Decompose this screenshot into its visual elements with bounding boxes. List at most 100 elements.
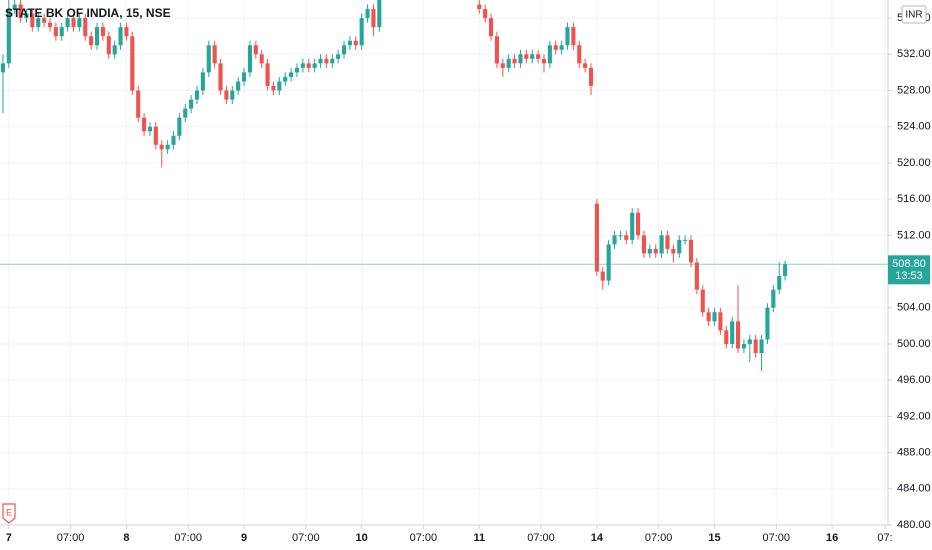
candle-body	[671, 248, 676, 254]
candle-body	[100, 27, 105, 37]
currency-badge[interactable]	[901, 5, 927, 24]
candle-body	[683, 239, 688, 241]
candle-body	[212, 45, 217, 64]
candle-body	[106, 36, 111, 55]
candle-body	[318, 58, 323, 64]
candle-body	[371, 9, 376, 28]
candle-body	[0, 63, 5, 73]
candle-body	[271, 85, 276, 91]
candle-body	[347, 40, 352, 46]
candle-body	[677, 239, 682, 254]
candle-body	[147, 126, 153, 132]
candle-body	[365, 9, 370, 19]
y-tick-label: 484.00	[897, 483, 931, 495]
candle-body	[6, 9, 11, 64]
candle-body	[47, 22, 53, 28]
x-tick-label: 07:00	[174, 532, 202, 544]
candle-body	[12, 4, 17, 10]
candle-body	[718, 312, 723, 331]
candle-body	[142, 117, 147, 132]
candle-body	[124, 27, 129, 37]
x-tick-label: 07:00	[645, 532, 673, 544]
candle-body	[336, 54, 341, 59]
x-tick-label: 16	[826, 532, 838, 544]
candle-body	[59, 27, 64, 37]
candle-body	[18, 4, 23, 19]
candle-body	[353, 40, 358, 46]
last-price-tag	[888, 255, 930, 285]
candle-body	[565, 27, 570, 46]
candle-body	[530, 54, 535, 59]
candle-body	[230, 90, 235, 100]
candle-body	[65, 18, 70, 28]
y-tick-label: 512.00	[897, 229, 931, 241]
candle-body	[112, 45, 117, 55]
candle-body	[735, 321, 741, 349]
candle-body	[477, 4, 482, 10]
currency-label: INR	[905, 10, 922, 21]
candle-body	[324, 58, 329, 64]
x-tick-label: 07:00	[57, 532, 85, 544]
candle-body	[588, 67, 594, 86]
candle-body	[641, 235, 647, 254]
candle-body	[206, 45, 211, 73]
x-tick-label: 07:00	[410, 532, 438, 544]
candle-body	[741, 343, 746, 349]
candle-body	[30, 13, 35, 28]
candle-body	[377, 0, 382, 28]
candle-body	[153, 126, 158, 145]
candle-body	[624, 235, 629, 240]
candle-body	[653, 248, 658, 254]
candle-body	[306, 63, 311, 68]
candle-body	[259, 54, 264, 64]
candle-body	[594, 203, 599, 272]
candle-body	[783, 264, 788, 277]
x-tick-label: 15	[708, 532, 720, 544]
candle-body	[747, 339, 752, 344]
y-tick-label: 488.00	[897, 446, 931, 458]
candle-body	[265, 63, 270, 86]
candle-body	[712, 312, 717, 322]
candle-body	[488, 18, 494, 37]
x-tick-label: 10	[356, 532, 368, 544]
candle-body	[777, 276, 782, 290]
candle-body	[553, 45, 558, 50]
candle-body	[136, 90, 141, 118]
candle-body	[500, 63, 505, 68]
event-badge-label: E	[6, 507, 12, 517]
candle-body	[71, 18, 76, 28]
candle-body	[694, 262, 699, 290]
event-badge[interactable]	[2, 503, 16, 524]
candle-body	[665, 235, 670, 249]
candle-body	[765, 307, 770, 340]
candle-body	[571, 27, 576, 46]
candle-body	[312, 63, 317, 68]
candle-body	[483, 9, 488, 19]
candle-body	[159, 144, 164, 150]
candle-body	[618, 235, 623, 237]
candle-body	[688, 239, 694, 263]
candle-body	[194, 90, 200, 100]
candle-body	[177, 117, 182, 136]
candle-body	[94, 27, 100, 46]
candle-body	[759, 339, 764, 354]
candle-body	[612, 235, 617, 245]
candles	[0, 0, 888, 372]
candle-body	[183, 108, 188, 118]
candle-body	[506, 58, 511, 68]
candle-body	[218, 63, 223, 91]
candle-body	[583, 63, 588, 68]
candle-body	[24, 13, 29, 19]
candle-body	[241, 72, 247, 82]
candle-body	[547, 45, 552, 64]
candle-body	[130, 36, 135, 91]
candle-body	[236, 81, 241, 91]
x-tick-label: 8	[123, 532, 129, 544]
candle-body	[577, 45, 582, 64]
candle-body	[247, 45, 252, 73]
candle-body	[659, 235, 664, 254]
x-tick-label: 07:00	[527, 532, 555, 544]
candle-body	[341, 45, 347, 55]
candle-body	[730, 321, 735, 344]
